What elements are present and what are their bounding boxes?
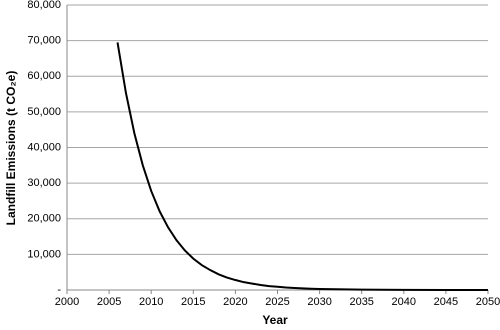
x-tick-label: 2040 <box>392 296 416 308</box>
y-tick-label: 60,000 <box>27 70 61 82</box>
y-tick-label: 20,000 <box>27 213 61 225</box>
y-tick-label: 50,000 <box>27 106 61 118</box>
y-tick-label: 10,000 <box>27 248 61 260</box>
x-tick-label: 2045 <box>434 296 458 308</box>
x-tick-label: 2015 <box>181 296 205 308</box>
line-series <box>116 42 489 291</box>
x-tick-label: 2005 <box>97 296 121 308</box>
y-tick-label: - <box>57 284 61 296</box>
y-tick-label: 70,000 <box>27 35 61 47</box>
x-axis-title: Year <box>262 313 288 327</box>
x-tick-label: 2030 <box>307 296 331 308</box>
x-tick-label: 2025 <box>265 296 289 308</box>
x-tick-label: 2035 <box>349 296 373 308</box>
x-tick-label: 2050 <box>476 296 500 308</box>
x-tick-label: 2020 <box>223 296 247 308</box>
x-tick-label: 2000 <box>55 296 79 308</box>
y-tick-label: 30,000 <box>27 177 61 189</box>
y-tick-label: 40,000 <box>27 141 61 153</box>
y-axis-title: Landfill Emissions (t CO₂e) <box>4 71 18 226</box>
x-tick-label: 2010 <box>139 296 163 308</box>
y-tick-label: 80,000 <box>27 0 61 11</box>
